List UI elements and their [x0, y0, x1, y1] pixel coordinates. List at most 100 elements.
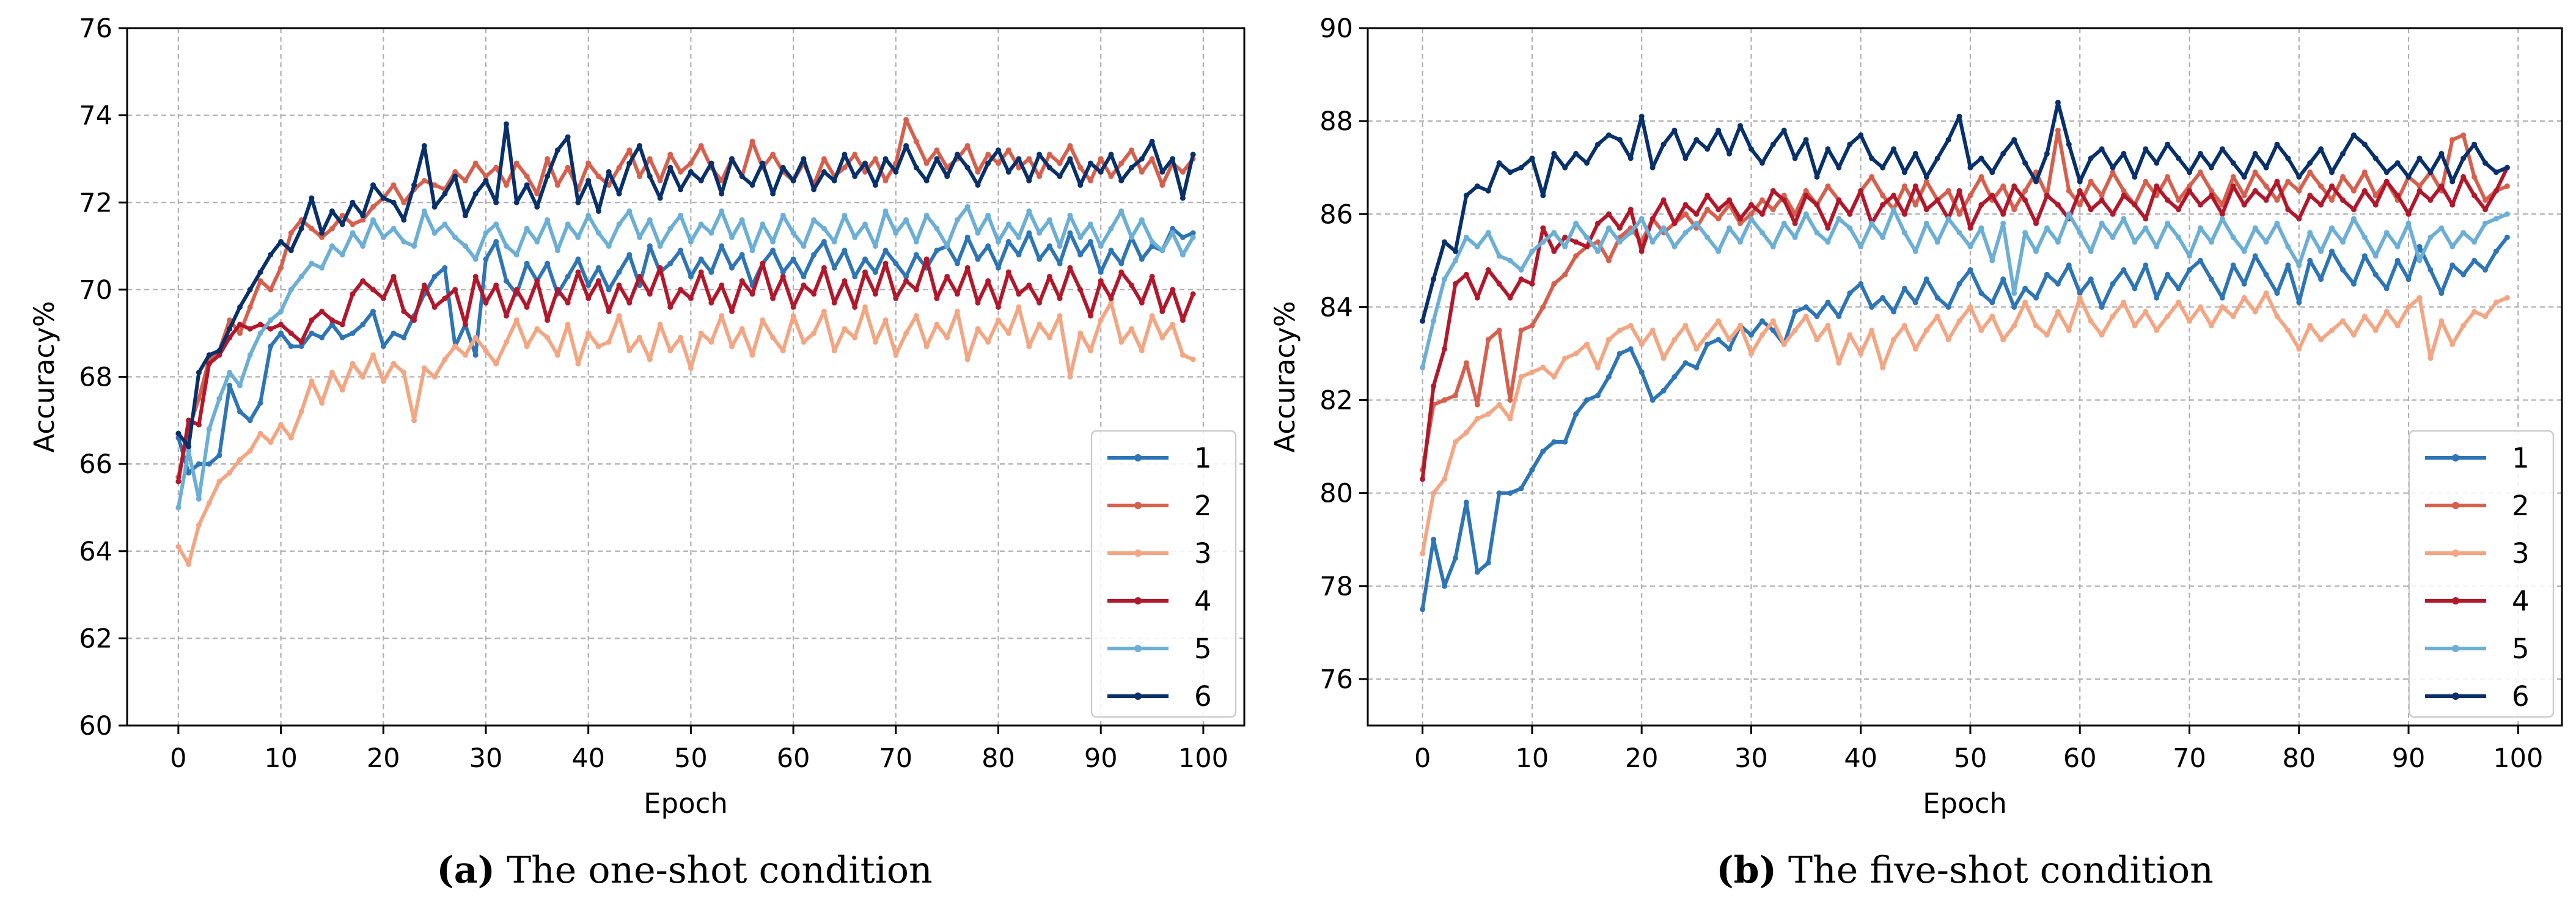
data-point — [431, 274, 438, 279]
data-point — [1005, 169, 1011, 175]
data-point — [2077, 188, 2083, 194]
data-point — [2372, 202, 2379, 208]
data-point — [1825, 146, 1831, 152]
data-point — [298, 409, 304, 414]
data-point — [903, 143, 909, 149]
data-point — [1190, 152, 1196, 158]
data-point — [2394, 323, 2401, 329]
data-point — [657, 195, 663, 201]
series-line-2 — [176, 117, 1195, 478]
data-point — [504, 182, 509, 188]
data-point — [1627, 323, 1634, 329]
data-point — [2219, 146, 2225, 152]
data-point — [534, 238, 540, 244]
data-point — [678, 169, 684, 175]
data-point — [1693, 211, 1700, 217]
data-point — [1956, 188, 1962, 194]
data-point — [2361, 253, 2368, 259]
data-point — [2416, 183, 2423, 189]
data-point — [944, 274, 950, 279]
data-point — [2504, 295, 2510, 301]
caption-letter: (b) — [1716, 849, 1777, 892]
data-point — [1638, 114, 1645, 119]
data-point — [647, 291, 653, 297]
data-point — [1748, 211, 1754, 217]
data-point — [2296, 346, 2302, 352]
data-point — [2504, 183, 2510, 189]
data-point — [288, 248, 294, 254]
data-point — [2329, 197, 2335, 203]
data-point — [2460, 132, 2467, 138]
data-point — [913, 252, 919, 258]
data-point — [360, 374, 366, 380]
data-point — [2011, 207, 2017, 213]
data-point — [452, 287, 458, 293]
data-point — [821, 156, 827, 162]
data-point — [2176, 197, 2182, 203]
data-point — [1518, 267, 1524, 273]
data-point — [2449, 341, 2456, 347]
legend-box — [2408, 430, 2555, 718]
data-point — [2263, 183, 2269, 189]
data-point — [616, 191, 622, 197]
data-point — [2143, 262, 2149, 268]
x-tick-label: 10 — [1516, 743, 1549, 774]
data-point — [893, 169, 899, 175]
data-point — [2350, 207, 2357, 213]
data-point — [831, 238, 837, 244]
data-point — [2471, 174, 2478, 180]
data-point — [1781, 127, 1787, 133]
data-point — [401, 334, 407, 340]
data-point — [801, 243, 807, 249]
data-point — [1180, 252, 1186, 258]
data-point — [1847, 211, 1853, 217]
data-point — [811, 252, 817, 258]
data-point — [2208, 188, 2214, 194]
data-point — [1989, 314, 1995, 320]
data-point — [1715, 248, 1722, 254]
data-point — [1803, 193, 1809, 199]
data-point — [708, 230, 714, 236]
data-point — [1945, 304, 1951, 310]
data-point — [2438, 183, 2445, 189]
data-point — [1067, 374, 1073, 380]
data-point — [1748, 216, 1754, 222]
data-point — [2318, 183, 2324, 189]
data-point — [2416, 155, 2423, 161]
data-point — [565, 221, 571, 227]
data-point — [770, 248, 776, 254]
data-point — [1005, 221, 1011, 227]
data-point — [2285, 327, 2291, 333]
data-point — [2405, 221, 2412, 226]
data-point — [2110, 211, 2116, 217]
data-point — [247, 448, 253, 454]
legend-marker-6 — [2452, 693, 2459, 700]
data-point — [216, 452, 222, 458]
data-point — [2504, 211, 2510, 217]
legend-label-4: 4 — [2512, 585, 2530, 617]
data-point — [2044, 150, 2050, 156]
data-point — [319, 265, 325, 271]
data-point — [996, 304, 1001, 310]
data-point — [1738, 221, 1743, 226]
data-point — [1727, 197, 1733, 203]
data-point — [739, 326, 745, 332]
data-point — [760, 160, 766, 166]
data-point — [1180, 352, 1186, 358]
data-point — [595, 265, 601, 271]
data-point — [2307, 323, 2313, 329]
data-point — [1891, 207, 1896, 213]
data-point — [2022, 197, 2028, 203]
data-point — [1671, 337, 1678, 343]
data-point — [278, 238, 284, 244]
data-point — [268, 439, 274, 445]
data-point — [360, 217, 366, 223]
data-point — [719, 178, 725, 184]
data-point — [1518, 327, 1524, 333]
data-point — [667, 226, 673, 232]
data-point — [1945, 137, 1951, 143]
data-point — [883, 178, 889, 184]
data-point — [2482, 160, 2488, 166]
data-point — [1584, 234, 1590, 240]
